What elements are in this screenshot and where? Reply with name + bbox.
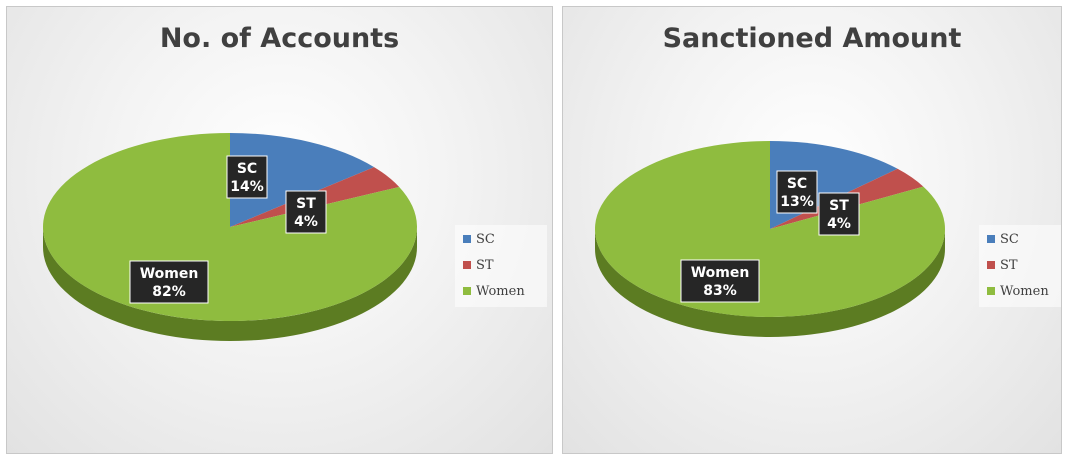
- chart-title: No. of Accounts: [159, 23, 400, 54]
- data-label-women: Women 83%: [680, 259, 760, 303]
- legend-label-st: ST: [476, 257, 494, 273]
- legend-item-women: Women: [987, 281, 1049, 301]
- data-label-value: 13%: [780, 194, 814, 210]
- legend-swatch-st: [987, 261, 995, 269]
- legend-item-st: ST: [987, 255, 1018, 275]
- data-label-name: ST: [829, 198, 849, 214]
- legend-swatch-sc: [463, 235, 471, 243]
- chart-legend: SC ST Women: [979, 225, 1061, 307]
- pie-chart-accounts: SC 14% ST 4% Women 82%: [43, 133, 418, 341]
- legend-swatch-st: [463, 261, 471, 269]
- legend-item-st: ST: [463, 255, 494, 275]
- legend-label-st: ST: [1000, 257, 1018, 273]
- chart-title: Sanctioned Amount: [662, 23, 962, 54]
- pie-side: [595, 229, 945, 337]
- legend-swatch-women: [987, 287, 995, 295]
- legend-item-sc: SC: [987, 229, 1019, 249]
- data-label-sc: SC 14%: [226, 155, 268, 199]
- legend-label-sc: SC: [476, 231, 495, 247]
- legend-item-women: Women: [463, 281, 525, 301]
- pie-chart-sanctioned: SC 13% ST 4% Women 83%: [595, 141, 945, 337]
- data-label-value: 83%: [703, 283, 737, 299]
- data-label-st: ST 4%: [285, 190, 327, 234]
- legend-label-sc: SC: [1000, 231, 1019, 247]
- legend-swatch-sc: [987, 235, 995, 243]
- legend-item-sc: SC: [463, 229, 495, 249]
- data-label-value: 14%: [230, 179, 264, 195]
- chart-panel-accounts: No. of Accounts SC 14% ST 4% Women 82% SC ST …: [6, 6, 553, 454]
- data-label-women: Women 82%: [129, 260, 209, 304]
- data-label-sc: SC 13%: [776, 170, 818, 214]
- legend-label-women: Women: [1000, 283, 1049, 299]
- data-label-name: Women: [691, 265, 750, 281]
- data-label-name: ST: [296, 196, 316, 212]
- data-label-name: Women: [140, 266, 199, 282]
- legend-swatch-women: [463, 287, 471, 295]
- data-label-value: 4%: [294, 214, 318, 230]
- data-label-name: SC: [787, 176, 807, 192]
- chart-legend: SC ST Women: [455, 225, 547, 307]
- pie-side: [43, 227, 417, 341]
- data-label-name: SC: [237, 161, 257, 177]
- data-label-value: 4%: [827, 216, 851, 232]
- legend-label-women: Women: [476, 283, 525, 299]
- chart-panel-sanctioned: Sanctioned Amount SC 13% ST 4% Women 83% SC S…: [562, 6, 1062, 454]
- data-label-value: 82%: [152, 284, 186, 300]
- data-label-st: ST 4%: [818, 192, 860, 236]
